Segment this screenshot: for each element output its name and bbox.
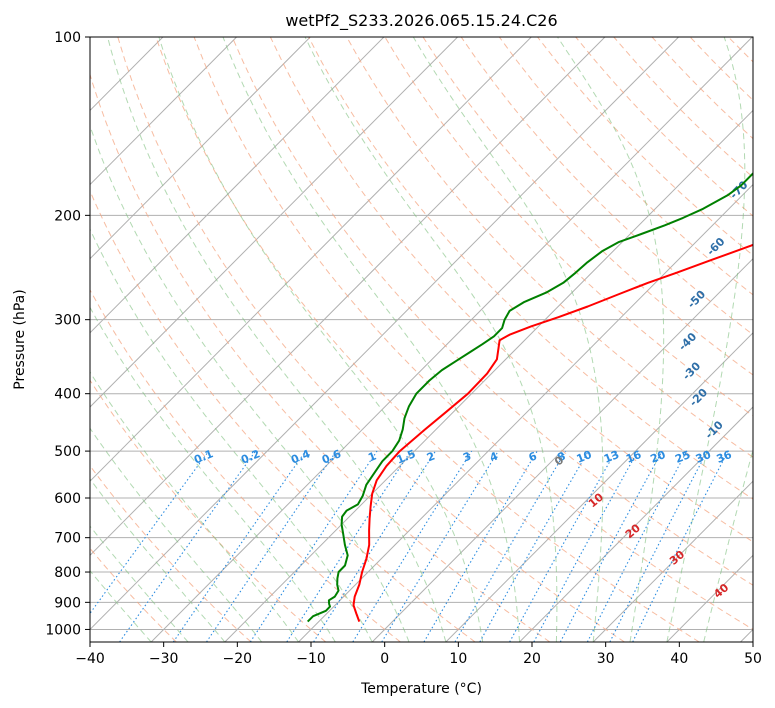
mixing-ratio-line xyxy=(286,450,412,642)
chart-title: wetPf2_S233.2026.065.15.24.C26 xyxy=(285,11,557,31)
dewpoint-profile-line xyxy=(306,172,753,623)
y-axis-label: Pressure (hPa) xyxy=(12,289,28,389)
moist-adiabat-line xyxy=(90,228,373,642)
isotherm-line xyxy=(90,37,311,260)
dry-adiabat-line xyxy=(90,464,252,642)
moist-adiabat-line xyxy=(90,124,410,642)
isotherm-line xyxy=(90,37,385,334)
mixing-ratio-line xyxy=(172,450,307,642)
moist-adiabat-line xyxy=(666,37,746,642)
isotherm-line xyxy=(445,332,753,642)
y-tick-label: 400 xyxy=(54,387,81,403)
dry-adiabat-line xyxy=(231,37,753,586)
moist-adiabat-line xyxy=(90,427,263,642)
temperature-profile-line xyxy=(352,243,753,622)
moist-adiabat-line xyxy=(90,371,299,642)
mixing-ratio-label: 36 xyxy=(715,448,734,466)
mixing-ratio-label: 1 xyxy=(366,450,378,465)
y-tick-label: 500 xyxy=(54,444,81,460)
dry-adiabat-line xyxy=(498,37,753,296)
x-tick-label: 30 xyxy=(597,651,615,667)
mixing-ratio-label: 3 xyxy=(461,450,473,465)
y-tick-label: 200 xyxy=(54,208,81,224)
isotherm-line xyxy=(519,406,753,642)
mixing-ratio-label: 25 xyxy=(673,448,692,466)
moist-adiabat-line xyxy=(412,37,604,642)
mixing-ratio-label: 10 xyxy=(575,448,594,466)
moist-adiabat-line xyxy=(222,37,520,642)
mixing-ratio-label: 2 xyxy=(425,449,437,464)
dry-adiabat-line xyxy=(460,37,753,336)
isotherm-line xyxy=(224,109,753,642)
y-tick-label: 100 xyxy=(54,30,81,46)
isotherm-line xyxy=(371,257,753,642)
mixing-ratio-line xyxy=(249,450,378,642)
x-tick-label: −40 xyxy=(75,651,105,667)
y-axis-ticks: 1000 900 800 700 600 500 400 300 200 100 xyxy=(45,30,90,638)
x-axis-label: Temperature (°C) xyxy=(360,681,482,697)
x-axis-ticks: −40 −30 −20 −10 0 10 20 30 40 50 xyxy=(75,642,762,667)
mixing-ratio-label: 30 xyxy=(694,448,713,466)
mixing-ratio-line xyxy=(509,450,617,642)
mixing-ratio-line xyxy=(533,450,639,642)
mixing-ratio-line xyxy=(381,450,499,642)
dry-adiabat-line xyxy=(384,37,753,417)
background-lines xyxy=(90,37,753,642)
x-tick-label: −20 xyxy=(223,651,253,667)
y-tick-label: 800 xyxy=(54,565,81,581)
dry-adiabat-line xyxy=(90,379,327,642)
profile-lines xyxy=(306,172,753,623)
dry-adiabat-line xyxy=(269,37,753,543)
mixing-ratio-line xyxy=(632,450,729,642)
mixing-ratio-line xyxy=(559,450,663,642)
moist-adiabat-line xyxy=(90,478,226,642)
x-tick-label: 10 xyxy=(449,651,467,667)
mixing-ratio-line xyxy=(206,450,337,642)
dry-adiabat-line xyxy=(193,37,753,630)
isotherm-line xyxy=(90,37,532,482)
isotherm-line xyxy=(90,37,237,186)
isotherm-line xyxy=(90,37,606,557)
dry-adiabat-line xyxy=(90,72,551,642)
x-tick-label: −30 xyxy=(149,651,179,667)
moist-adiabat-line xyxy=(158,37,484,642)
x-tick-label: −10 xyxy=(296,651,326,667)
mixing-ratio-line xyxy=(313,450,436,642)
y-tick-label: 600 xyxy=(54,491,81,507)
plot-frame xyxy=(89,36,754,643)
y-tick-label: 1000 xyxy=(45,622,81,638)
plot-area: -100-90-80-70-60-50-40-30-20-100.10.20.4… xyxy=(90,37,753,642)
mixing-ratio-label: 20 xyxy=(648,448,667,466)
x-tick-label: 50 xyxy=(744,651,762,667)
moist-adiabat-line xyxy=(90,306,336,642)
mixing-ratio-line xyxy=(90,450,210,615)
mixing-ratio-label: 16 xyxy=(624,448,643,466)
y-tick-label: 300 xyxy=(54,313,81,329)
dry-adiabat-line xyxy=(308,37,753,500)
y-tick-label: 900 xyxy=(54,595,81,611)
mixing-ratio-label: 8 xyxy=(555,449,567,464)
moist-adiabat-line xyxy=(557,37,665,642)
x-tick-label: 20 xyxy=(523,651,541,667)
moist-adiabat-line xyxy=(107,37,447,642)
mixing-ratio-line xyxy=(609,450,708,642)
mixing-ratio-line xyxy=(119,450,257,642)
isotherm-line xyxy=(592,480,753,642)
isotherm-line xyxy=(150,37,753,642)
x-tick-label: 0 xyxy=(380,651,389,667)
moist-adiabat-line xyxy=(703,448,753,642)
dry-adiabat-line xyxy=(117,37,625,642)
x-tick-label: 40 xyxy=(670,651,688,667)
moist-adiabat-line xyxy=(90,525,189,642)
dry-adiabat-line xyxy=(422,37,753,376)
dry-adiabat-line xyxy=(155,37,700,642)
isotherm-line xyxy=(90,37,458,408)
y-tick-label: 700 xyxy=(54,531,81,547)
mixing-ratio-label: 13 xyxy=(602,448,621,466)
moist-adiabat-line xyxy=(304,37,558,642)
